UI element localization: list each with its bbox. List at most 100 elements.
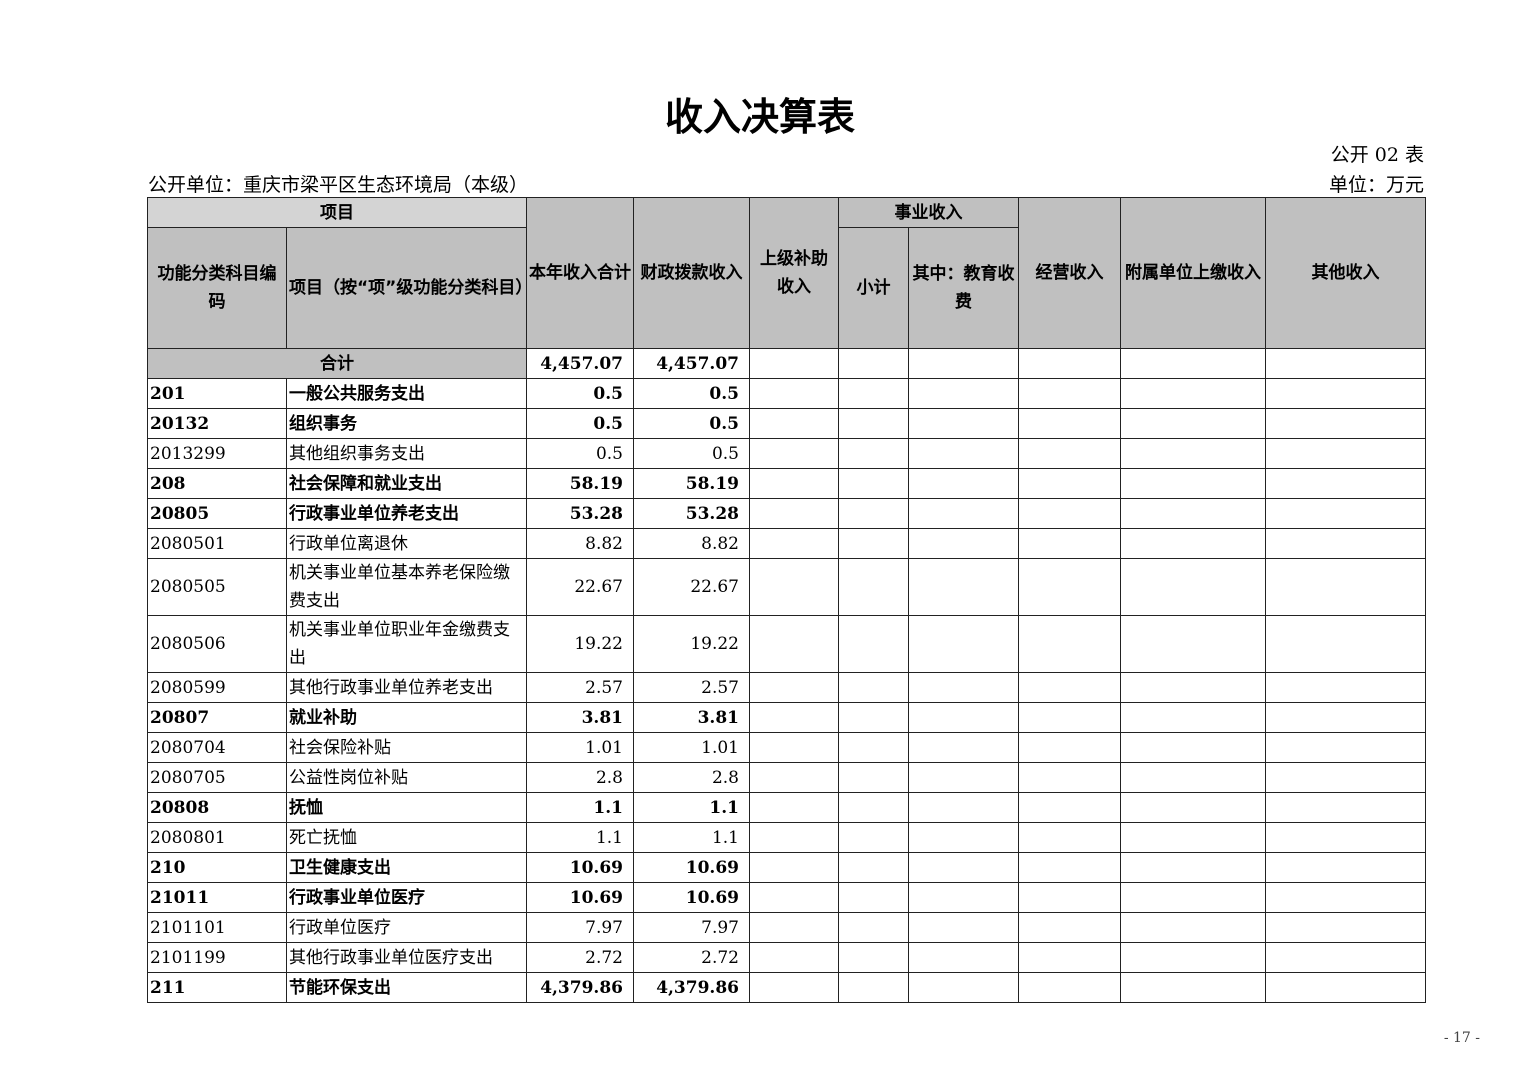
empty-cell bbox=[749, 822, 839, 853]
unit-label: 单位：万元 bbox=[1328, 174, 1424, 196]
empty-cell bbox=[1265, 558, 1426, 616]
row-code: 2080599 bbox=[147, 672, 287, 703]
empty-cell bbox=[838, 852, 909, 883]
empty-cell bbox=[1018, 762, 1121, 793]
empty-cell bbox=[908, 468, 1019, 499]
empty-cell bbox=[1265, 942, 1426, 973]
empty-cell bbox=[1018, 822, 1121, 853]
row-name: 其他组织事务支出 bbox=[286, 438, 527, 469]
row-total: 0.5 bbox=[526, 378, 634, 409]
empty-cell bbox=[1018, 615, 1121, 673]
table-row: 201 一般公共服务支出 0.5 0.5 bbox=[147, 378, 1426, 409]
row-fiscal: 53.28 bbox=[633, 498, 750, 529]
empty-cell bbox=[838, 912, 909, 943]
row-fiscal: 22.67 bbox=[633, 558, 750, 616]
empty-cell bbox=[749, 702, 839, 733]
row-code: 2101101 bbox=[147, 912, 287, 943]
header-other: 其他收入 bbox=[1265, 197, 1426, 349]
empty-cell bbox=[1265, 732, 1426, 763]
empty-cell bbox=[1018, 942, 1121, 973]
empty-cell bbox=[838, 558, 909, 616]
empty-cell bbox=[1018, 972, 1121, 1003]
row-fiscal: 19.22 bbox=[633, 615, 750, 673]
row-fiscal: 1.1 bbox=[633, 822, 750, 853]
row-code: 2080505 bbox=[147, 558, 287, 616]
row-name: 社会保险补贴 bbox=[286, 732, 527, 763]
row-name: 死亡抚恤 bbox=[286, 822, 527, 853]
empty-cell bbox=[838, 672, 909, 703]
empty-cell bbox=[838, 528, 909, 559]
row-code: 2080704 bbox=[147, 732, 287, 763]
empty-cell bbox=[749, 732, 839, 763]
table-row: 20807 就业补助 3.81 3.81 bbox=[147, 702, 1426, 733]
empty-cell bbox=[1120, 912, 1266, 943]
row-code: 2013299 bbox=[147, 438, 287, 469]
total-label: 合计 bbox=[147, 348, 527, 379]
row-total: 22.67 bbox=[526, 558, 634, 616]
empty-cell bbox=[749, 558, 839, 616]
row-fiscal: 10.69 bbox=[633, 882, 750, 913]
empty-cell bbox=[1265, 528, 1426, 559]
header-superior: 上级补助收入 bbox=[749, 197, 839, 349]
empty-cell bbox=[908, 792, 1019, 823]
table-row: 2080599 其他行政事业单位养老支出 2.57 2.57 bbox=[147, 672, 1426, 703]
row-name: 其他行政事业单位养老支出 bbox=[286, 672, 527, 703]
row-name: 卫生健康支出 bbox=[286, 852, 527, 883]
table-row: 2101199 其他行政事业单位医疗支出 2.72 2.72 bbox=[147, 942, 1426, 973]
empty-cell bbox=[749, 912, 839, 943]
empty-cell bbox=[908, 528, 1019, 559]
empty-cell bbox=[1018, 498, 1121, 529]
empty-cell bbox=[1265, 498, 1426, 529]
total-fiscal: 4,457.07 bbox=[633, 348, 750, 379]
row-code: 20132 bbox=[147, 408, 287, 439]
table-row: 2080505 机关事业单位基本养老保险缴费支出 22.67 22.67 bbox=[147, 558, 1426, 616]
empty-cell bbox=[838, 438, 909, 469]
empty-cell bbox=[908, 972, 1019, 1003]
empty-cell bbox=[908, 498, 1019, 529]
empty-cell bbox=[838, 822, 909, 853]
row-code: 21011 bbox=[147, 882, 287, 913]
empty-cell bbox=[749, 378, 839, 409]
empty-cell bbox=[838, 378, 909, 409]
table-row: 2080506 机关事业单位职业年金缴费支出 19.22 19.22 bbox=[147, 615, 1426, 673]
row-fiscal: 7.97 bbox=[633, 912, 750, 943]
empty-cell bbox=[1018, 558, 1121, 616]
empty-cell bbox=[908, 762, 1019, 793]
empty-cell bbox=[908, 912, 1019, 943]
table-row: 2013299 其他组织事务支出 0.5 0.5 bbox=[147, 438, 1426, 469]
empty-cell bbox=[1120, 438, 1266, 469]
row-name: 抚恤 bbox=[286, 792, 527, 823]
empty-cell bbox=[1265, 852, 1426, 883]
empty-cell bbox=[1018, 408, 1121, 439]
table-row: 211 节能环保支出 4,379.86 4,379.86 bbox=[147, 972, 1426, 1003]
header-item: 项目 bbox=[147, 197, 527, 228]
organization-label: 公开单位：重庆市梁平区生态环境局（本级） bbox=[148, 174, 529, 196]
empty-cell bbox=[1018, 702, 1121, 733]
row-total: 0.5 bbox=[526, 438, 634, 469]
empty-cell bbox=[749, 942, 839, 973]
row-name: 组织事务 bbox=[286, 408, 527, 439]
empty-cell bbox=[749, 468, 839, 499]
empty-cell bbox=[838, 972, 909, 1003]
empty-cell bbox=[1120, 615, 1266, 673]
empty-cell bbox=[1265, 615, 1426, 673]
empty-cell bbox=[1265, 408, 1426, 439]
empty-cell bbox=[838, 468, 909, 499]
empty-cell bbox=[1018, 438, 1121, 469]
empty-cell bbox=[908, 852, 1019, 883]
empty-cell bbox=[838, 498, 909, 529]
table-row: 20805 行政事业单位养老支出 53.28 53.28 bbox=[147, 498, 1426, 529]
row-code: 2080501 bbox=[147, 528, 287, 559]
row-name: 机关事业单位职业年金缴费支出 bbox=[286, 615, 527, 673]
empty-cell bbox=[1120, 528, 1266, 559]
row-name: 机关事业单位基本养老保险缴费支出 bbox=[286, 558, 527, 616]
row-name: 其他行政事业单位医疗支出 bbox=[286, 942, 527, 973]
table-row: 2101101 行政单位医疗 7.97 7.97 bbox=[147, 912, 1426, 943]
empty-cell bbox=[1018, 672, 1121, 703]
row-name: 社会保障和就业支出 bbox=[286, 468, 527, 499]
row-total: 10.69 bbox=[526, 852, 634, 883]
empty-cell bbox=[749, 498, 839, 529]
empty-cell bbox=[1265, 468, 1426, 499]
row-name: 行政事业单位养老支出 bbox=[286, 498, 527, 529]
